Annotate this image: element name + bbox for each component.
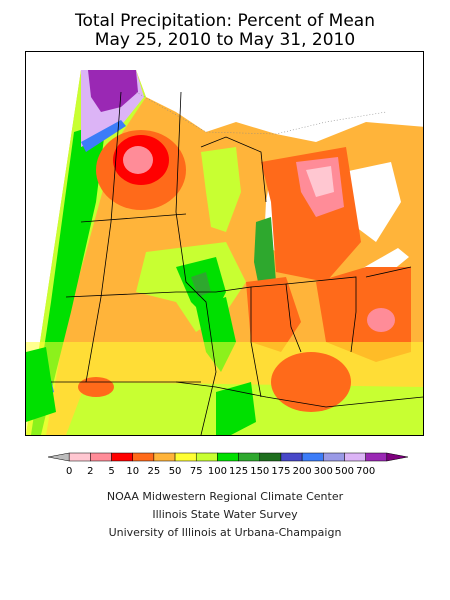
legend-swatch <box>68 452 91 462</box>
credit-isws: Illinois State Water Survey <box>152 508 298 521</box>
lake-superior <box>136 70 426 142</box>
credit-noaa: NOAA Midwestern Regional Climate Center <box>106 490 344 503</box>
legend-tick-label: 150 <box>250 466 269 477</box>
nw-blue-band <box>81 120 126 152</box>
michigan-light-pink <box>306 166 334 197</box>
legend-swatch <box>47 452 70 462</box>
legend-swatch <box>238 452 261 462</box>
canada-border <box>135 91 387 135</box>
legend-tick-label: 5 <box>108 466 114 477</box>
legend-swatch <box>90 452 112 462</box>
legend-tick-label: 700 <box>356 466 375 477</box>
kentucky-orange <box>271 352 351 412</box>
legend-swatch <box>153 452 176 462</box>
legend-tick-label: 25 <box>148 466 161 477</box>
legend-swatch <box>323 452 345 462</box>
state-boundaries <box>51 91 424 436</box>
ohio-pink-spot <box>367 308 395 332</box>
legend-tick-label: 200 <box>293 466 312 477</box>
color-legend: 0 2 5 10 25 50 75 100 125 150 175 200 300 500 700 <box>47 452 409 477</box>
legend-swatch <box>301 452 324 462</box>
legend-swatch <box>365 452 388 462</box>
legend-swatch <box>217 452 239 462</box>
legend-tick-label: 10 <box>126 466 139 477</box>
legend-tick-label: 125 <box>229 466 248 477</box>
map-date-range: May 25, 2010 to May 31, 2010 <box>94 30 356 50</box>
legend-swatch <box>195 452 218 462</box>
legend-swatch <box>132 452 155 462</box>
legend-tick-label: 100 <box>208 466 227 477</box>
precipitation-map <box>25 51 426 436</box>
legend-swatch <box>344 452 366 462</box>
minnesota-pink <box>123 146 153 174</box>
central-green <box>254 217 276 297</box>
legend-tick-label: 175 <box>271 466 290 477</box>
legend-tick-label: 0 <box>66 466 72 477</box>
nw-violet-area <box>88 70 138 112</box>
legend-tick-label: 50 <box>169 466 182 477</box>
legend-tick-label: 300 <box>314 466 333 477</box>
se-green <box>216 382 256 435</box>
legend-tick-label: 2 <box>87 466 93 477</box>
ohio-red <box>316 267 411 362</box>
legend-swatch <box>386 452 409 462</box>
legend-swatch <box>111 452 133 462</box>
legend-swatch <box>280 452 303 462</box>
map-svg <box>26 70 426 436</box>
legend-swatch <box>259 452 282 462</box>
legend-swatch <box>174 452 197 462</box>
wisconsin-green <box>201 147 241 232</box>
iowa-dark-green <box>191 272 211 297</box>
sw-green-spot <box>26 347 56 422</box>
legend-tick-label: 75 <box>190 466 203 477</box>
lake-huron <box>344 162 401 242</box>
map-title: Total Precipitation: Percent of Mean <box>75 11 375 31</box>
credit-uiuc: University of Illinois at Urbana-Champai… <box>108 526 342 539</box>
missouri-orange <box>78 377 114 397</box>
legend-tick-label: 500 <box>335 466 354 477</box>
